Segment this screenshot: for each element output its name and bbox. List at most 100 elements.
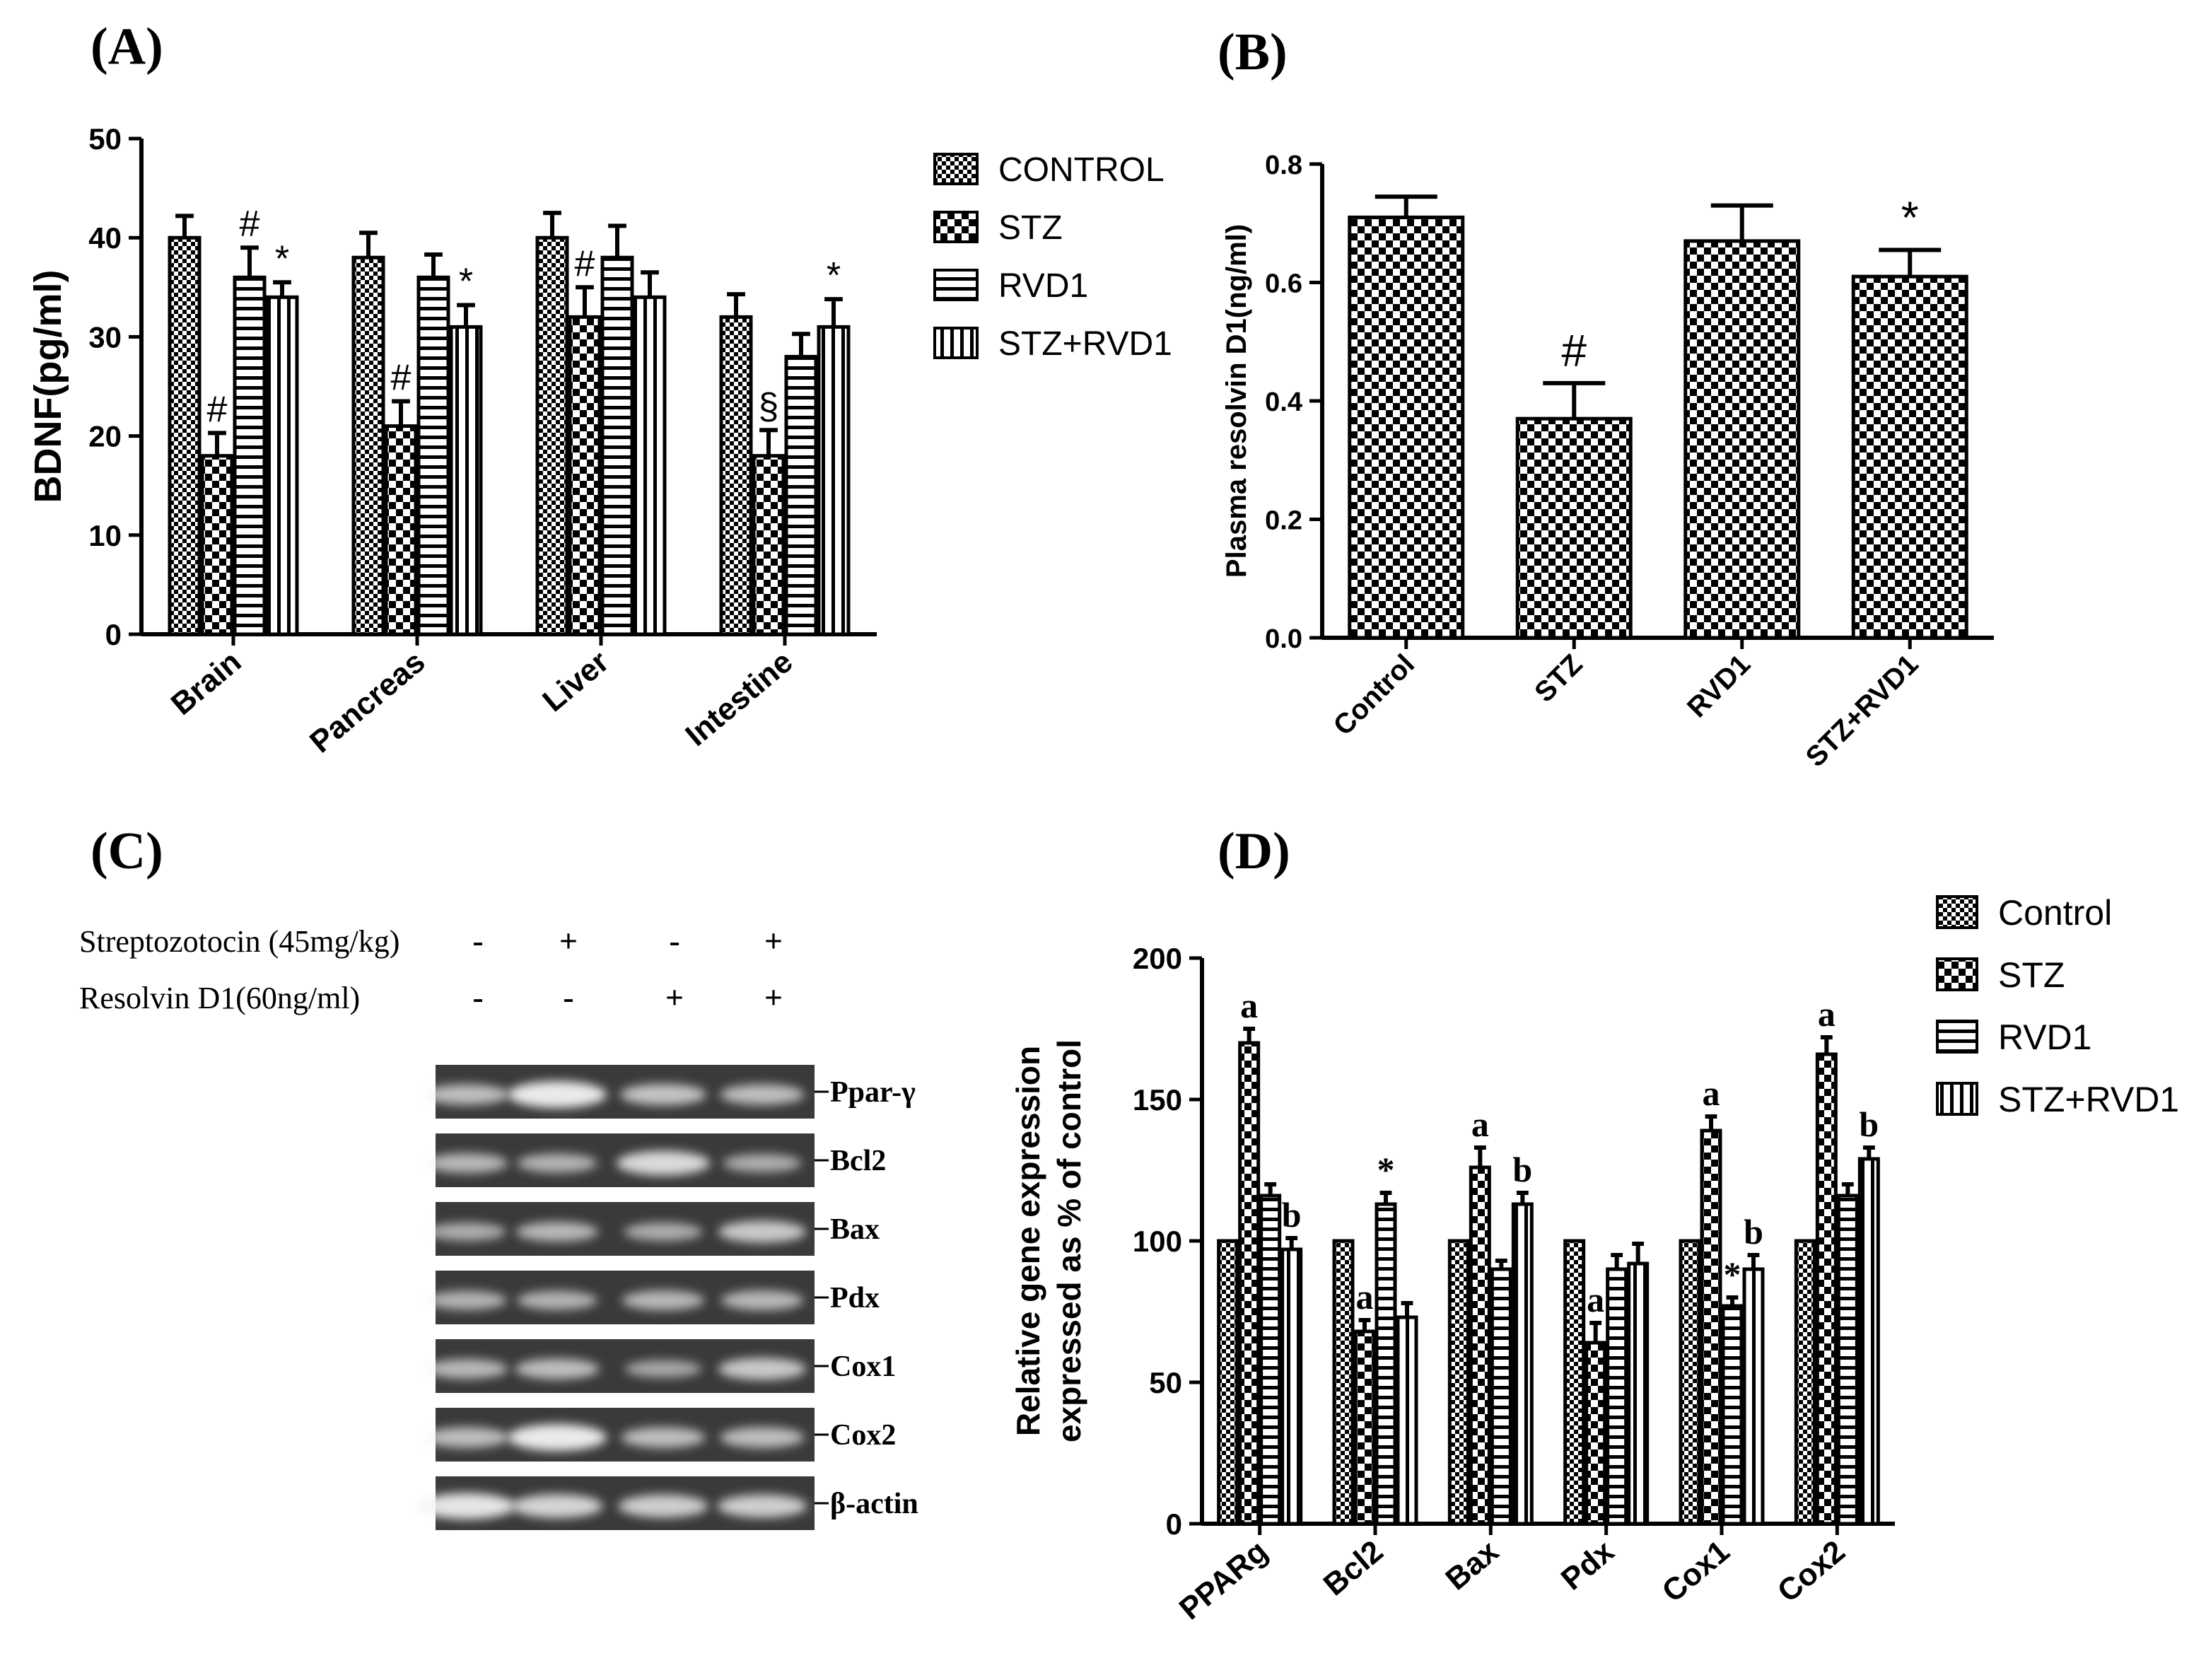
x-tick-label: Control [1327,648,1420,742]
bar-stz-pancreas [384,424,418,636]
bar-control-cox2 [1794,1239,1816,1526]
gel-band [511,1494,603,1518]
x-tick-label: RVD1 [1681,648,1756,723]
gel-band [718,1220,807,1243]
bar-control [1348,215,1465,640]
y-axis-label: BDNF(pg/ml) [27,270,69,503]
y-tick-label: 50 [88,122,122,156]
bar-stz-rvd1 [1851,274,1968,640]
significance-mark: * [1901,192,1919,243]
y-tick-label: 0.6 [1265,269,1302,299]
x-tick-label: STZ [1529,648,1589,708]
y-axis-label: expressed as % of control [1051,1039,1087,1442]
bar-control-pparg [1217,1239,1239,1526]
panel-label-b: (B) [1218,23,1288,81]
significance-mark: b [1512,1150,1532,1189]
panel-label-c: (C) [91,822,163,880]
significance-mark: # [1561,325,1587,376]
gene-label: β-actin [830,1488,918,1520]
gene-label: Bcl2 [830,1145,886,1177]
gel-band [425,1358,508,1379]
bar-control-cox1 [1679,1239,1701,1526]
legend-label: STZ+RVD1 [1998,1080,2179,1119]
gene-label: Bax [830,1213,880,1246]
gene-label: Ppar-γ [830,1076,916,1109]
bar-stz [1515,416,1633,640]
treatment-sign: + [559,923,578,959]
bar-stz-cox1 [1700,1128,1722,1526]
gel-band [717,1494,807,1518]
gel-band [424,1084,509,1105]
y-tick-label: 10 [88,519,122,552]
bar-stz-intestine [752,454,786,636]
treatment-sign: + [764,923,783,959]
significance-mark: * [1377,1150,1395,1189]
significance-mark: § [759,386,779,427]
legend-swatch-stz [1936,957,1978,991]
gel-band [425,1153,508,1174]
gel-band [517,1153,597,1173]
y-tick-label: 30 [88,320,122,354]
bar-rvd1 [1683,239,1801,640]
x-tick-label: STZ+RVD1 [1800,648,1925,773]
y-tick-label: 0.0 [1265,624,1302,654]
gel-band [718,1358,807,1380]
bar-rvd1-bax [1490,1267,1512,1526]
chart-b-plasma-resolvin: 0.0 0.2 0.4 0.6 0.8 Plasma resolvin D1(ng/ml)… [1221,151,1994,773]
legend-label: CONTROL [998,151,1165,189]
bar-control-pdx [1563,1239,1586,1526]
bar-stz-rvd1-brain [265,295,299,636]
gel-band [508,1424,607,1451]
y-tick-label: 40 [88,221,122,255]
bar-control-bcl2 [1332,1239,1355,1526]
gel-band [624,1360,702,1378]
bar-stz-rvd1-pancreas [449,325,483,636]
gel-band [720,1290,804,1311]
significance-mark: * [827,255,841,296]
bar-stz-rvd1-pparg [1280,1247,1303,1526]
gel-band [418,1493,515,1519]
gel-band [723,1154,802,1172]
significance-mark: * [275,238,289,279]
bar-rvd1-cox2 [1836,1194,1859,1526]
legend-label: RVD1 [998,267,1088,305]
significance-mark: a [1240,986,1258,1025]
bar-stz-rvd1-bax [1511,1202,1534,1526]
bar-control-intestine [719,315,753,636]
significance-mark: b [1744,1212,1763,1252]
significance-mark: a [1818,994,1836,1034]
legend-swatch-stz [933,211,979,243]
x-tick-label: Liver [536,644,615,718]
treatment-label: Streptozotocin (45mg/kg) [79,924,399,959]
significance-mark: a [1703,1073,1720,1113]
gel-band [618,1494,708,1518]
bar-stz-rvd1-cox2 [1857,1157,1880,1526]
legend-label: RVD1 [1998,1017,2091,1057]
y-axis-label: Relative gene expression [1010,1046,1046,1436]
significance-mark: # [575,243,595,284]
y-tick-label: 0 [105,618,122,651]
bar-stz-rvd1-liver [633,295,667,636]
gene-label: Pdx [830,1282,880,1314]
y-tick-label: 200 [1133,942,1182,975]
bar-rvd1-bcl2 [1375,1202,1397,1526]
y-tick-label: 0.2 [1265,506,1302,536]
x-tick-label: Cox2 [1771,1534,1852,1609]
bar-rvd1-brain [233,275,267,636]
significance-mark: a [1356,1277,1374,1317]
legend-label: Control [1998,893,2112,933]
legend-label: STZ+RVD1 [998,325,1172,363]
bar-stz-rvd1-intestine [817,325,851,636]
x-tick-label: Bax [1439,1534,1505,1597]
significance-mark: # [240,204,260,245]
treatment-sign: - [472,979,483,1015]
treatment-label: Resolvin D1(60ng/ml) [79,981,360,1015]
legend-swatch-control [1936,895,1978,929]
y-tick-label: 0.8 [1265,151,1302,180]
gel-band [426,1290,507,1310]
bar-stz-pparg [1238,1041,1261,1526]
bar-stz-pdx [1585,1341,1607,1526]
y-tick-label: 0 [1166,1507,1182,1541]
gel-band [515,1358,600,1379]
x-tick-label: Pdx [1555,1534,1621,1597]
